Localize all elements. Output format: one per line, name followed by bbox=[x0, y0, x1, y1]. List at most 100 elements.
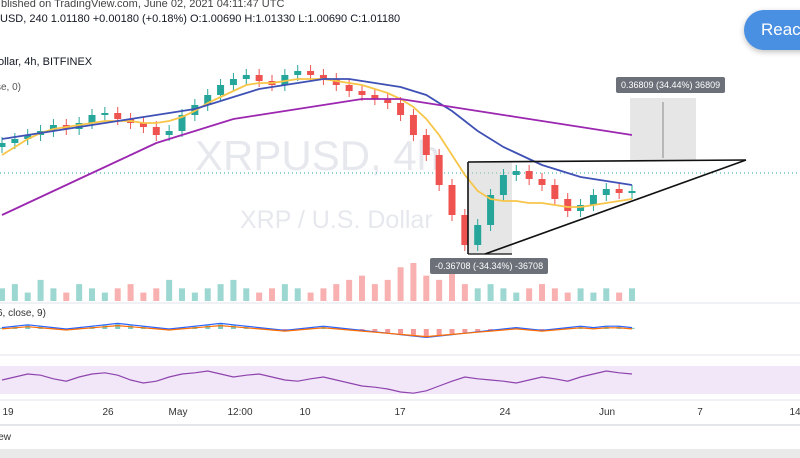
candle-body bbox=[294, 71, 302, 75]
volume-bar bbox=[564, 292, 571, 301]
triangle-lower-line bbox=[484, 159, 747, 255]
volume-bars bbox=[0, 263, 635, 301]
volume-bar bbox=[89, 288, 95, 301]
candle-body bbox=[139, 123, 147, 127]
candle-body bbox=[114, 113, 122, 119]
candle-body bbox=[255, 75, 263, 81]
measure-up-label: 0.36809 (34.44%) 36809 bbox=[616, 77, 726, 93]
macd-bar bbox=[282, 329, 288, 331]
volume-bar bbox=[551, 288, 558, 301]
volume-bar bbox=[410, 263, 417, 301]
volume-bar bbox=[204, 288, 211, 301]
volume-bar bbox=[539, 284, 545, 301]
ma-label: se, 0) bbox=[0, 82, 22, 93]
volume-bar bbox=[359, 275, 365, 301]
volume-bar bbox=[101, 292, 108, 301]
bottom-scrollbar[interactable] bbox=[0, 449, 800, 458]
volume-bar bbox=[320, 288, 327, 301]
volume-bar bbox=[333, 284, 340, 301]
macd-bar bbox=[462, 329, 468, 333]
x-tick-label: 26 bbox=[102, 407, 114, 418]
series-line-ma_mid bbox=[1, 78, 633, 186]
rsi-panel bbox=[0, 366, 800, 394]
candle-body bbox=[204, 95, 212, 105]
macd-bar bbox=[115, 324, 121, 329]
volume-bar bbox=[423, 275, 430, 301]
volume-bar bbox=[281, 284, 288, 301]
macd-bar bbox=[423, 329, 429, 337]
candle-body bbox=[538, 179, 546, 185]
series-line-ma_slow bbox=[1, 98, 633, 216]
volume-bar bbox=[500, 288, 507, 301]
x-tick-label: 24 bbox=[499, 407, 511, 418]
macd-bar bbox=[449, 329, 455, 334]
volume-bar bbox=[294, 288, 301, 301]
volume-bar bbox=[11, 284, 18, 301]
candle-body bbox=[487, 195, 495, 225]
candle-body bbox=[88, 115, 96, 123]
candle-body bbox=[435, 155, 443, 185]
volume-bar bbox=[269, 288, 275, 301]
volume-bar bbox=[371, 284, 378, 301]
candle-body bbox=[307, 71, 315, 75]
volume-bar bbox=[114, 288, 121, 301]
volume-bar bbox=[243, 288, 250, 301]
volume-bar bbox=[436, 279, 443, 301]
candle-body bbox=[358, 91, 366, 95]
volume-bar bbox=[384, 279, 391, 301]
candle-body bbox=[602, 189, 610, 195]
candle-body bbox=[628, 191, 636, 193]
ohlc-line: USD, 240 1.01180 +0.00180 (+0.18%) O:1.0… bbox=[0, 13, 401, 25]
published-line: ıblished on TradingView.com, June 02, 20… bbox=[0, 0, 285, 10]
candle-body bbox=[24, 135, 32, 139]
volume-bar bbox=[153, 288, 160, 301]
x-tick-label: 14 bbox=[789, 407, 800, 418]
rsi-band bbox=[0, 366, 800, 394]
candle-body bbox=[101, 113, 109, 115]
series-line-ma_fast bbox=[1, 78, 633, 208]
x-tick-label: May bbox=[169, 407, 188, 418]
volume-bar bbox=[37, 279, 44, 301]
volume-bar bbox=[179, 288, 185, 301]
volume-bar bbox=[230, 279, 237, 301]
macd-signal-line bbox=[1, 324, 633, 338]
macd-line bbox=[1, 322, 633, 339]
macd-bar bbox=[218, 324, 224, 329]
volume-bar bbox=[513, 292, 520, 301]
candle-body bbox=[525, 171, 533, 179]
volume-bar bbox=[474, 288, 481, 301]
candle-body bbox=[589, 195, 597, 205]
candle-body bbox=[0, 143, 6, 147]
candle-body bbox=[409, 115, 417, 135]
watermark-symbol: XRPUSD, 4h bbox=[195, 132, 440, 179]
volume-bar bbox=[63, 292, 70, 301]
candle-body bbox=[551, 185, 559, 199]
candle-body bbox=[461, 215, 469, 245]
watermark-name: XRP / U.S. Dollar bbox=[240, 206, 433, 234]
rsi-line bbox=[1, 370, 633, 394]
macd-bar bbox=[475, 329, 481, 332]
x-tick-label: 17 bbox=[394, 407, 406, 418]
macd-bar bbox=[410, 329, 416, 335]
volume-bar bbox=[191, 292, 198, 301]
volume-bar bbox=[307, 292, 314, 301]
measure-down-label: -0.36708 (-34.34%) -36708 bbox=[430, 258, 549, 274]
volume-bar bbox=[449, 271, 455, 301]
candle-body bbox=[217, 85, 225, 95]
candles bbox=[0, 65, 636, 251]
volume-bar bbox=[166, 279, 173, 301]
x-tick-label: 19 bbox=[2, 407, 14, 418]
read-button[interactable]: Reac bbox=[744, 10, 800, 50]
candle-body bbox=[564, 199, 572, 211]
review-label: iew bbox=[0, 432, 12, 443]
candle-body bbox=[397, 103, 405, 115]
candle-body bbox=[512, 171, 520, 175]
volume-bar bbox=[0, 288, 5, 301]
macd-bar bbox=[372, 329, 378, 332]
candle-body bbox=[319, 75, 327, 79]
x-axis-ticks: 19 26 May 12:00 10 17 24 Jun 7 14 bbox=[2, 407, 800, 418]
candle-body bbox=[178, 115, 186, 131]
candle-body bbox=[371, 95, 379, 99]
candle-body bbox=[49, 125, 57, 131]
